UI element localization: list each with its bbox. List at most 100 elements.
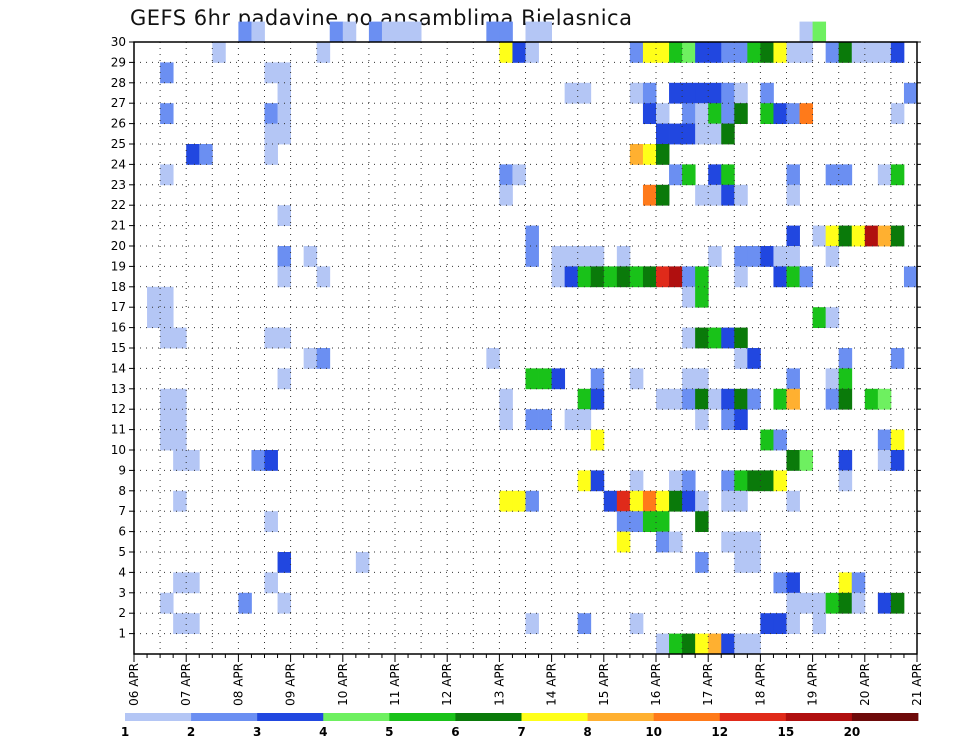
colorbar-label: 7: [517, 725, 525, 739]
heatmap-cell: [812, 613, 827, 634]
heatmap-cell: [760, 103, 774, 124]
heatmap-cell: [264, 62, 278, 84]
heatmap-cell: [864, 42, 879, 63]
heatmap-cell: [825, 368, 840, 390]
heatmap-cell: [408, 21, 422, 43]
colorbar-swatch: [257, 713, 324, 721]
heatmap-cell: [773, 266, 787, 288]
heatmap-cell: [577, 470, 592, 492]
heatmap-cell: [525, 490, 539, 512]
heatmap-cell: [656, 103, 670, 124]
y-tick-label: 15: [111, 341, 126, 355]
heatmap-cell: [616, 511, 631, 532]
heatmap-cell: [773, 388, 787, 410]
heatmap-cell: [734, 246, 748, 267]
heatmap-cell: [734, 552, 748, 573]
heatmap-cell: [499, 490, 513, 512]
heatmap-cell: [616, 531, 631, 553]
heatmap-cell: [695, 286, 709, 308]
heatmap-cell: [682, 286, 696, 308]
heatmap-cell: [564, 266, 579, 288]
heatmap-cell: [160, 307, 174, 328]
heatmap-cell: [695, 82, 709, 104]
y-tick-label: 10: [111, 443, 126, 457]
heatmap-cell: [642, 144, 657, 165]
heatmap-cell: [147, 307, 161, 328]
heatmap-cell: [512, 42, 526, 63]
heatmap-cell: [316, 266, 331, 288]
heatmap-cells: [147, 21, 918, 655]
heatmap-cell: [838, 225, 853, 247]
x-tick-label: 11 APR: [388, 663, 402, 706]
heatmap-cell: [564, 409, 579, 430]
heatmap-cell: [616, 490, 631, 512]
colorbar-swatch: [389, 713, 456, 721]
heatmap-cell: [656, 490, 670, 512]
heatmap-cell: [721, 184, 735, 206]
heatmap-cell: [747, 552, 761, 573]
heatmap-cell: [825, 42, 840, 63]
heatmap-cell: [656, 633, 670, 655]
heatmap-cell: [760, 613, 774, 634]
heatmap-cell: [734, 266, 748, 288]
heatmap-cell: [890, 103, 905, 124]
heatmap-cell: [669, 470, 683, 492]
heatmap-cell: [499, 164, 513, 186]
heatmap-cell: [656, 531, 670, 553]
y-tick-label: 28: [111, 76, 126, 90]
heatmap-cell: [695, 327, 709, 349]
colorbar-swatch: [851, 713, 919, 721]
heatmap-cell: [721, 633, 735, 655]
heatmap-cell: [708, 327, 722, 349]
heatmap-cell: [642, 266, 657, 288]
heatmap-cell: [786, 184, 800, 206]
y-tick-label: 18: [111, 280, 126, 294]
heatmap-cell: [773, 572, 787, 594]
heatmap-cell: [682, 164, 696, 186]
x-tick-label: 15 APR: [597, 663, 611, 706]
heatmap-cell: [656, 144, 670, 165]
y-tick-label: 17: [111, 300, 126, 314]
colorbar-label: 10: [645, 725, 662, 739]
heatmap-cell: [251, 21, 265, 43]
heatmap-cell: [799, 103, 813, 124]
heatmap-cell: [277, 205, 291, 226]
heatmap-cell: [773, 103, 787, 124]
heatmap-cell: [825, 225, 840, 247]
heatmap-cell: [747, 531, 761, 553]
y-axis: 1234567891011121314151617181920212223242…: [111, 35, 921, 641]
heatmap-cell: [825, 592, 840, 614]
heatmap-cell: [877, 164, 892, 186]
heatmap-cell: [264, 327, 278, 349]
heatmap-cell: [499, 184, 513, 206]
heatmap-cell: [682, 82, 696, 104]
heatmap-cell: [277, 246, 291, 267]
heatmap-cell: [682, 633, 696, 655]
heatmap-cell: [838, 164, 853, 186]
heatmap-cell: [669, 123, 683, 145]
heatmap-cell: [355, 552, 370, 573]
heatmap-cell: [708, 42, 722, 63]
y-tick-label: 25: [111, 137, 126, 151]
heatmap-cell: [682, 42, 696, 63]
heatmap-cell: [786, 42, 800, 63]
x-tick-label: 17 APR: [701, 663, 715, 706]
heatmap-cell: [773, 42, 787, 63]
heatmap-cell: [590, 429, 605, 451]
heatmap-cell: [682, 388, 696, 410]
heatmap-cell: [682, 327, 696, 349]
heatmap-cell: [564, 246, 579, 267]
heatmap-cell: [238, 592, 252, 614]
x-tick-label: 12 APR: [440, 663, 454, 706]
heatmap-cell: [838, 450, 853, 471]
y-tick-label: 5: [118, 545, 126, 559]
heatmap-cell: [277, 592, 291, 614]
heatmap-cell: [734, 531, 748, 553]
heatmap-cell: [303, 246, 318, 267]
heatmap-cell: [734, 348, 748, 369]
heatmap-cell: [721, 164, 735, 186]
heatmap-cell: [747, 42, 761, 63]
heatmap-cell: [721, 82, 735, 104]
heatmap-cell: [903, 82, 918, 104]
colorbar-label: 20: [844, 725, 861, 739]
